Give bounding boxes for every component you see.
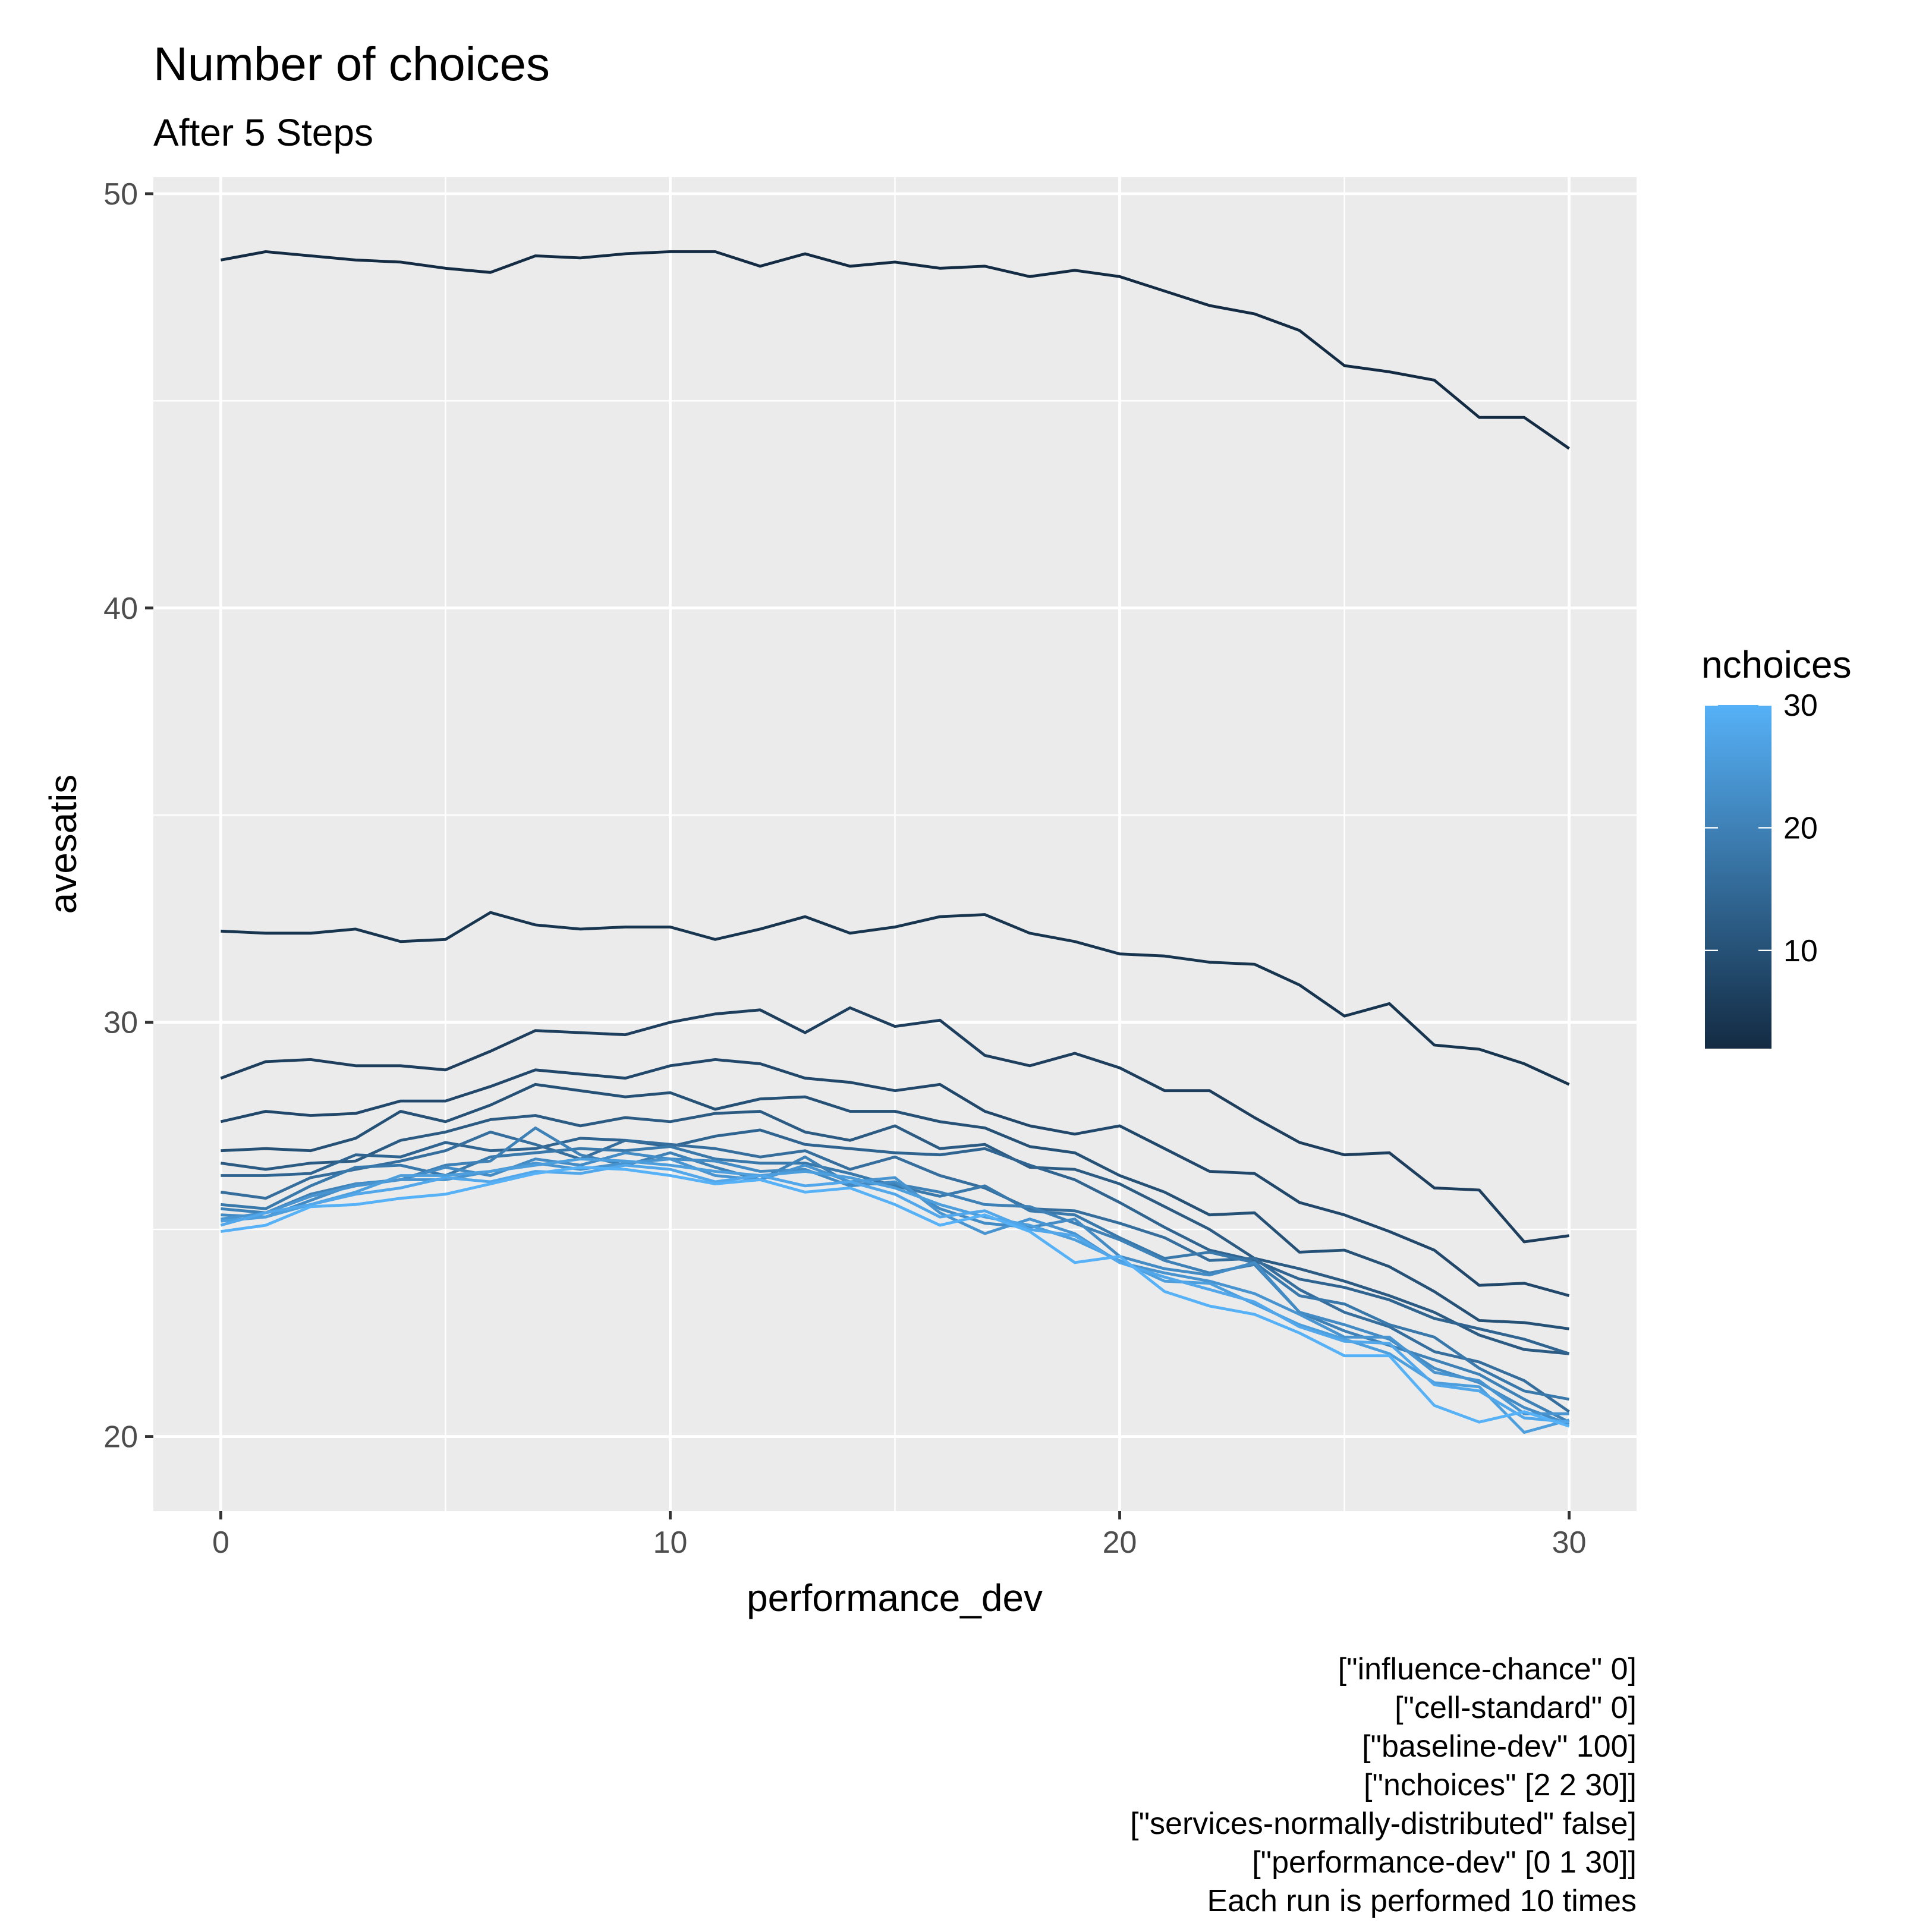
- legend-title: nchoices: [1701, 643, 1852, 686]
- series-line-nchoices-6: [220, 1006, 1569, 1244]
- chart-title: Number of choices: [153, 37, 550, 90]
- caption-line: ["baseline-dev" 100]: [1362, 1729, 1637, 1764]
- series-line-nchoices-2: [220, 250, 1570, 450]
- chart-subtitle: After 5 Steps: [153, 111, 373, 154]
- y-tick-label: 40: [103, 591, 138, 626]
- color-legend: nchoices 10 20 30: [1701, 643, 1852, 1049]
- legend-tick-label: 20: [1783, 811, 1818, 845]
- y-axis: 20 30 40 50: [103, 177, 153, 1455]
- series-line-nchoices-10: [221, 1083, 1569, 1330]
- caption-line: ["cell-standard" 0]: [1395, 1691, 1637, 1725]
- caption-line: ["influence-chance" 0]: [1338, 1652, 1637, 1686]
- x-tick-label: 10: [653, 1525, 688, 1560]
- series-layer: [220, 250, 1570, 1434]
- y-axis-title: avesatis: [42, 775, 84, 914]
- caption-line: ["services-normally-distributed" false]: [1130, 1807, 1637, 1841]
- series-line-nchoices-8: [220, 1058, 1570, 1297]
- series-line-nchoices-28: [220, 1163, 1569, 1424]
- series-line-nchoices-30: [221, 1166, 1570, 1428]
- x-tick-label: 30: [1552, 1525, 1587, 1560]
- series-line-nchoices-14: [221, 1128, 1570, 1355]
- x-axis: 0 10 20 30: [212, 1511, 1587, 1560]
- y-tick-label: 30: [103, 1006, 138, 1040]
- grid-major: [153, 177, 1637, 1511]
- series-line-nchoices-20: [221, 1127, 1570, 1424]
- legend-colorbar: [1705, 705, 1771, 1049]
- series-line-nchoices-24: [221, 1157, 1569, 1415]
- series-line-nchoices-12: [221, 1110, 1569, 1355]
- series-line-nchoices-26: [221, 1157, 1570, 1434]
- caption-line: ["performance-dev" [0 1 30]]: [1252, 1845, 1637, 1880]
- y-tick-label: 50: [103, 177, 138, 212]
- caption: ["influence-chance" 0] ["cell-standard" 0…: [1130, 1652, 1637, 1918]
- x-tick-label: 0: [212, 1525, 229, 1560]
- series-line-nchoices-4: [221, 911, 1570, 1086]
- y-tick-label: 20: [103, 1420, 138, 1455]
- caption-line: Each run is performed 10 times: [1207, 1884, 1637, 1918]
- x-axis-title: performance_dev: [747, 1577, 1043, 1619]
- legend-tick-label: 10: [1783, 934, 1818, 968]
- legend-tick-label: 30: [1783, 688, 1818, 723]
- caption-line: ["nchoices" [2 2 30]]: [1364, 1768, 1637, 1802]
- series-line-nchoices-22: [221, 1151, 1570, 1426]
- series-line-nchoices-16: [221, 1130, 1570, 1413]
- grid-minor: [153, 177, 1637, 1511]
- x-tick-label: 20: [1103, 1525, 1137, 1560]
- legend-ticks: 10 20 30: [1705, 688, 1818, 968]
